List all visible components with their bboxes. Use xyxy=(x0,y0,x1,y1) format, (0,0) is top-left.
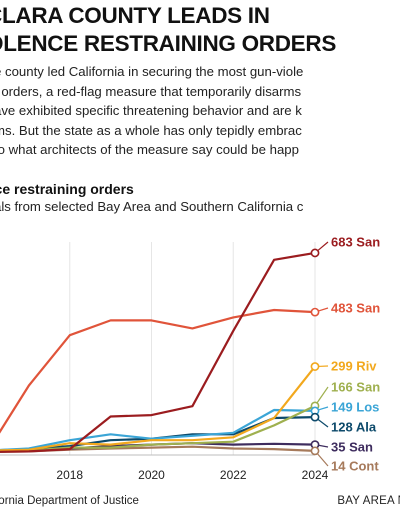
chart-subtitle: als from selected Bay Area and Southern … xyxy=(0,199,304,214)
dek-line: ms. But the state as a whole has only te… xyxy=(0,122,302,138)
series-end-marker xyxy=(310,362,320,371)
x-tick-label: 2022 xyxy=(220,468,247,482)
chart-title: nce restraining orders xyxy=(0,181,134,197)
series-end-label: 483 San xyxy=(331,301,380,316)
headline-line-1: CLARA COUNTY LEADS IN xyxy=(0,3,270,28)
series-line xyxy=(0,308,317,434)
series-end-label: 35 San xyxy=(331,440,373,455)
series-end-label: 166 San xyxy=(331,380,380,395)
source-note: lifornia Department of Justice xyxy=(0,495,139,507)
dek-line: ave exhibited specific threatening behav… xyxy=(0,103,302,118)
series-line xyxy=(0,365,317,452)
series-line xyxy=(0,408,317,452)
dek-line: e county led California in securing the … xyxy=(0,64,304,79)
x-tick-label: 2020 xyxy=(138,468,165,482)
series-end-marker xyxy=(310,446,320,456)
dek-line: , orders, a red-flag measure that tempor… xyxy=(0,83,302,99)
series-end-marker xyxy=(310,412,320,422)
series-end-label: 299 Riv xyxy=(331,359,377,374)
series-end-label: 14 Cont xyxy=(331,459,379,474)
series-line xyxy=(0,251,317,453)
series-end-label: 149 Los xyxy=(331,400,379,415)
series-end-marker xyxy=(310,307,320,317)
series-end-label: 128 Ala xyxy=(331,420,377,435)
dek-line: to what architects of the measure say co… xyxy=(0,142,299,157)
series-end-label: 683 San xyxy=(331,235,380,250)
headline-line-2: OLENCE RESTRAINING ORDERS xyxy=(0,31,337,56)
x-tick-label: 2024 xyxy=(302,468,329,482)
dek-paragraph: e county led California in securing the … xyxy=(0,62,400,160)
credit-note: BAY AREA NE xyxy=(337,495,400,507)
headline: CLARA COUNTY LEADS IN OLENCE RESTRAINING… xyxy=(0,2,400,58)
x-tick-label: 2018 xyxy=(56,468,83,482)
series-end-marker xyxy=(310,248,320,258)
